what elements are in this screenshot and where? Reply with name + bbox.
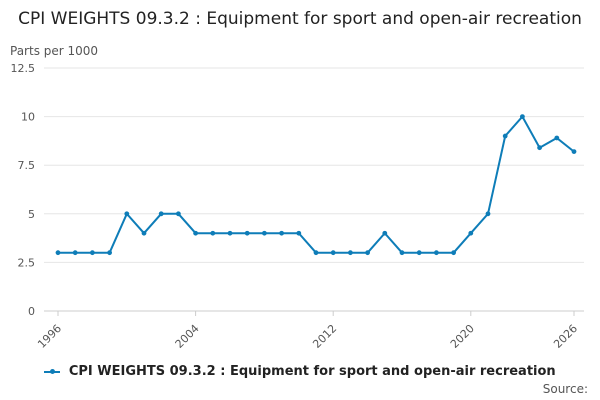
data-point[interactable] xyxy=(468,230,474,236)
data-point[interactable] xyxy=(485,211,491,217)
y-tick-label: 5 xyxy=(28,208,35,221)
y-axis-units-label: Parts per 1000 xyxy=(10,44,99,58)
gridlines xyxy=(44,67,584,263)
data-point[interactable] xyxy=(244,230,250,236)
data-point[interactable] xyxy=(434,250,439,256)
data-point[interactable] xyxy=(296,230,302,236)
x-tick-label: 2026 xyxy=(551,322,580,351)
source-label: Source: xyxy=(542,382,588,396)
data-point[interactable] xyxy=(365,250,370,256)
y-tick-label: 2.5 xyxy=(18,256,36,269)
legend-label: CPI WEIGHTS 09.3.2 : Equipment for sport… xyxy=(68,364,556,379)
data-point[interactable] xyxy=(313,250,319,256)
data-point[interactable] xyxy=(382,230,388,236)
data-point[interactable] xyxy=(279,230,284,236)
data-point[interactable] xyxy=(537,145,542,151)
data-point[interactable] xyxy=(141,230,147,236)
legend: CPI WEIGHTS 09.3.2 : Equipment for sport… xyxy=(0,364,600,379)
data-point[interactable] xyxy=(330,250,336,256)
x-tick-label: 2012 xyxy=(310,322,339,351)
y-tick-label: 7.5 xyxy=(18,159,36,172)
y-tick-label: 12.5 xyxy=(11,62,36,75)
data-point[interactable] xyxy=(55,250,61,256)
x-tick-label: 2020 xyxy=(448,322,477,351)
data-point[interactable] xyxy=(124,211,130,217)
data-point[interactable] xyxy=(399,250,405,256)
series-line xyxy=(58,114,575,254)
data-point[interactable] xyxy=(451,250,456,256)
x-tick-label: 2004 xyxy=(173,322,202,351)
data-point[interactable] xyxy=(227,230,233,236)
data-point[interactable] xyxy=(348,250,353,256)
data-point[interactable] xyxy=(520,114,525,119)
x-tick-label: 1996 xyxy=(35,322,64,351)
data-point[interactable] xyxy=(416,250,422,256)
data-point[interactable] xyxy=(571,149,577,154)
data-point[interactable] xyxy=(72,250,78,256)
y-axis-ticks: 0 2.5 5 7.5 10 12.5 xyxy=(11,62,36,318)
x-axis-ticks: 1996 2004 2012 2020 2026 xyxy=(35,311,580,351)
data-point[interactable] xyxy=(107,250,112,256)
data-point[interactable] xyxy=(554,135,560,141)
legend-line-marker xyxy=(44,368,61,374)
data-point[interactable] xyxy=(158,211,164,217)
y-tick-label: 0 xyxy=(28,305,35,318)
data-point[interactable] xyxy=(262,230,267,236)
data-point[interactable] xyxy=(210,230,216,236)
chart-title: CPI WEIGHTS 09.3.2 : Equipment for sport… xyxy=(18,9,582,29)
data-point[interactable] xyxy=(176,211,181,217)
data-point[interactable] xyxy=(193,230,199,236)
data-point[interactable] xyxy=(502,133,508,139)
data-points xyxy=(55,114,577,256)
data-point[interactable] xyxy=(90,250,95,256)
y-tick-label: 10 xyxy=(21,111,35,124)
